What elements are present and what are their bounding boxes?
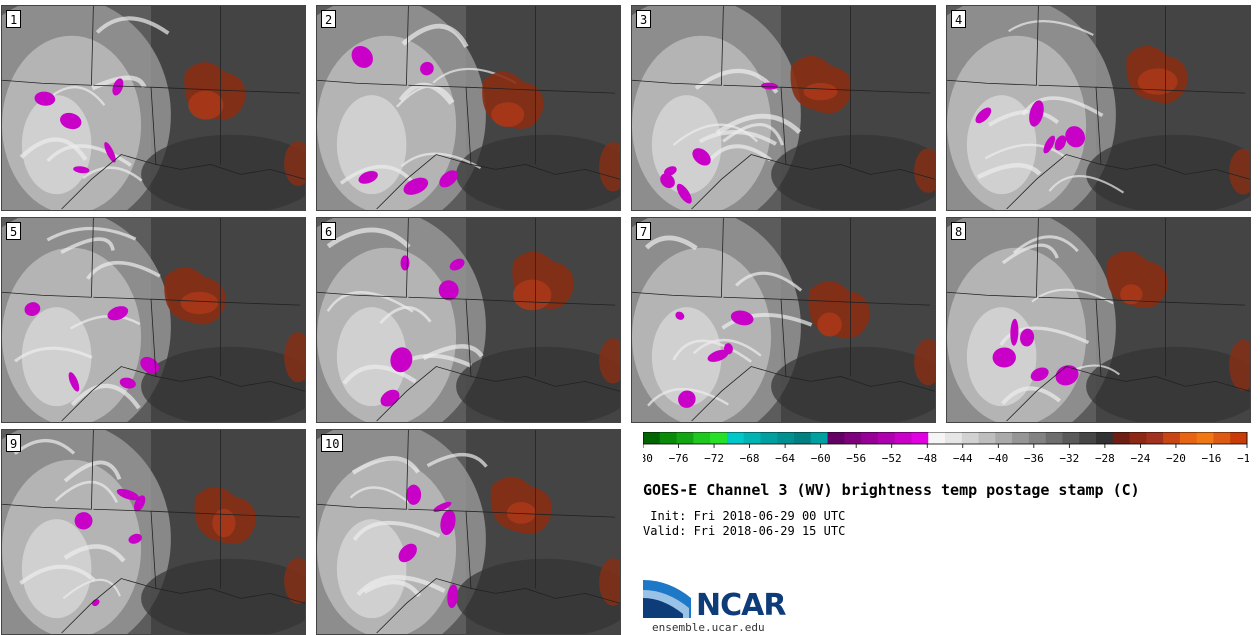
panel-member-6: 6 xyxy=(316,217,621,423)
colorbar-tick-label: −68 xyxy=(740,452,760,465)
colorbar-cell xyxy=(928,432,946,444)
colorbar-cell xyxy=(794,432,812,444)
colorbar-tick-label: −16 xyxy=(1202,452,1222,465)
colorbar-cell xyxy=(1079,432,1097,444)
panel-number-label: 4 xyxy=(951,10,967,28)
colorbar-tick-label: −24 xyxy=(1130,452,1150,465)
colorbar-cell xyxy=(1045,432,1063,444)
colorbar-tick-label: −64 xyxy=(775,452,795,465)
ncar-logo-icon[interactable] xyxy=(643,578,793,622)
colorbar-cell xyxy=(743,432,761,444)
panel-number-label: 3 xyxy=(636,10,652,28)
colorbar-cell xyxy=(693,432,711,444)
colorbar-cell xyxy=(760,432,778,444)
colorbar-cell xyxy=(676,432,694,444)
colorbar-cell xyxy=(1096,432,1114,444)
colorbar-tick-label: −72 xyxy=(704,452,724,465)
colorbar-cell xyxy=(810,432,829,444)
plot-title: GOES-E Channel 3 (WV) brightness temp po… xyxy=(643,481,1140,499)
colorbar-cell xyxy=(961,432,980,444)
panel-number-label: 7 xyxy=(636,222,652,240)
panel-member-7: 7 xyxy=(631,217,936,423)
panel-member-4: 4 xyxy=(946,5,1251,211)
valid-time: Valid: Fri 2018-06-29 15 UTC xyxy=(643,524,846,538)
colorbar-cell xyxy=(710,432,728,444)
satellite-map xyxy=(317,430,620,634)
colorbar-cell xyxy=(827,432,845,444)
colorbar-cell xyxy=(995,432,1013,444)
satellite-map xyxy=(317,218,620,422)
colorbar-cell xyxy=(1213,432,1231,444)
panel-number-label: 8 xyxy=(951,222,967,240)
colorbar-cell xyxy=(1062,432,1080,444)
colorbar-cell xyxy=(1129,432,1147,444)
panel-number-label: 5 xyxy=(6,222,22,240)
panel-member-3: 3 xyxy=(631,5,936,211)
colorbar-cell xyxy=(1028,432,1047,444)
colorbar-tick-label: −76 xyxy=(669,452,689,465)
colorbar-cell xyxy=(894,432,912,444)
panel-number-label: 6 xyxy=(321,222,337,240)
colorbar-tick-label: −56 xyxy=(846,452,866,465)
colorbar: −80 −76 −72 −68 −64 −60 −56 −52 −48 −44 −40 −36 −32 −… xyxy=(643,432,1249,465)
panel-member-5: 5 xyxy=(1,217,306,423)
panel-member-10: 10 xyxy=(316,429,621,635)
panel-number-label: 2 xyxy=(321,10,337,28)
satellite-map xyxy=(632,6,935,210)
colorbar-tick-label: −80 xyxy=(643,452,653,465)
satellite-map xyxy=(2,218,305,422)
colorbar-tick-label: −40 xyxy=(988,452,1008,465)
colorbar-cell xyxy=(978,432,996,444)
colorbar-tick-label: −12 xyxy=(1237,452,1249,465)
panel-number-label: 9 xyxy=(6,434,22,452)
colorbar-cell xyxy=(911,432,929,444)
panel-member-9: 9 xyxy=(1,429,306,635)
colorbar-cell xyxy=(945,432,963,444)
colorbar-cell xyxy=(659,432,678,444)
satellite-map xyxy=(947,6,1250,210)
colorbar-cell xyxy=(1196,432,1214,444)
satellite-map xyxy=(632,218,935,422)
colorbar-cell xyxy=(1230,432,1248,444)
colorbar-tick-label: −52 xyxy=(882,452,902,465)
panel-member-2: 2 xyxy=(316,5,621,211)
panel-member-1: 1 xyxy=(1,5,306,211)
colorbar-tick-label: −20 xyxy=(1166,452,1186,465)
panel-member-8: 8 xyxy=(946,217,1251,423)
colorbar-cell xyxy=(877,432,896,444)
colorbar-cell xyxy=(726,432,745,444)
panel-number-label: 1 xyxy=(6,10,22,28)
site-url[interactable]: ensemble.ucar.edu xyxy=(652,621,765,634)
colorbar-tick-label: −44 xyxy=(953,452,973,465)
panel-number-label: 10 xyxy=(321,434,344,452)
colorbar-tick-label: −32 xyxy=(1059,452,1079,465)
satellite-map xyxy=(947,218,1250,422)
colorbar-tick-label: −60 xyxy=(811,452,831,465)
satellite-map xyxy=(317,6,620,210)
colorbar-cell xyxy=(643,432,661,444)
satellite-map xyxy=(2,6,305,210)
ncar-logo-text: NCAR xyxy=(696,588,786,623)
colorbar-cell xyxy=(1163,432,1181,444)
colorbar-tick-label: −36 xyxy=(1024,452,1044,465)
colorbar-cell xyxy=(861,432,879,444)
colorbar-tick-label: −28 xyxy=(1095,452,1115,465)
colorbar-cell xyxy=(1146,432,1164,444)
satellite-map xyxy=(2,430,305,634)
colorbar-cell xyxy=(1179,432,1198,444)
colorbar-cell xyxy=(1112,432,1131,444)
colorbar-cell xyxy=(1012,432,1030,444)
colorbar-tick-label: −48 xyxy=(917,452,937,465)
colorbar-cell xyxy=(777,432,795,444)
init-time: Init: Fri 2018-06-29 00 UTC xyxy=(643,509,846,523)
colorbar-cell xyxy=(844,432,862,444)
